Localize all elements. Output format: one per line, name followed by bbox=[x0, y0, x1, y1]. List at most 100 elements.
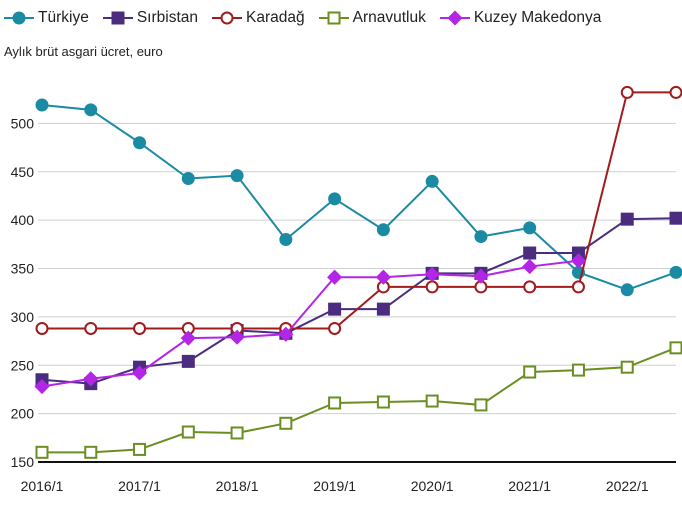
data-point bbox=[327, 11, 341, 25]
data-point bbox=[376, 302, 390, 316]
data-point bbox=[230, 169, 244, 183]
data-point bbox=[523, 221, 537, 235]
legend-item: Kuzey Makedonya bbox=[439, 9, 602, 27]
legend-marker-icon bbox=[4, 11, 34, 25]
data-point bbox=[34, 378, 50, 395]
data-point bbox=[328, 321, 342, 335]
data-point bbox=[620, 212, 634, 226]
data-point bbox=[229, 329, 245, 345]
data-point bbox=[279, 232, 293, 246]
legend-marker-icon bbox=[439, 10, 470, 26]
data-point bbox=[328, 396, 342, 410]
series-0 bbox=[35, 98, 682, 297]
x-tick-label: 2020/1 bbox=[411, 478, 454, 494]
legend-marker-icon bbox=[318, 11, 349, 25]
data-point bbox=[424, 266, 440, 282]
legend-item: Arnavutluk bbox=[318, 9, 426, 27]
data-point bbox=[180, 330, 196, 346]
data-point bbox=[669, 211, 682, 225]
series-line bbox=[42, 346, 677, 454]
y-tick-label: 300 bbox=[11, 309, 35, 325]
data-point bbox=[133, 321, 147, 335]
data-point bbox=[83, 371, 99, 387]
y-tick-label: 150 bbox=[11, 454, 35, 470]
legend-label: Arnavutluk bbox=[352, 9, 426, 26]
data-point bbox=[133, 136, 147, 150]
data-point bbox=[12, 11, 26, 25]
data-point bbox=[473, 268, 489, 284]
data-point bbox=[278, 326, 294, 342]
data-point bbox=[425, 174, 439, 188]
y-tick-label: 500 bbox=[11, 115, 35, 131]
series-3 bbox=[35, 341, 682, 459]
data-point bbox=[620, 85, 634, 99]
legend-label: Sırbistan bbox=[136, 9, 198, 26]
data-point bbox=[84, 103, 98, 117]
data-point bbox=[220, 11, 234, 25]
data-point bbox=[620, 283, 634, 297]
y-tick-label: 450 bbox=[11, 164, 35, 180]
x-tick-label: 2018/1 bbox=[216, 478, 259, 494]
data-point bbox=[620, 360, 634, 374]
data-point bbox=[375, 269, 391, 285]
data-point bbox=[669, 85, 682, 99]
y-tick-label: 350 bbox=[11, 261, 35, 277]
x-tick-label: 2022/1 bbox=[606, 478, 649, 494]
data-point bbox=[131, 365, 148, 381]
legend-item: Sırbistan bbox=[102, 9, 198, 27]
data-point bbox=[328, 302, 342, 316]
series-line bbox=[41, 259, 579, 388]
legend-item: Türkiye bbox=[4, 9, 89, 27]
y-axis-label: Aylık brüt asgari ücret, euro bbox=[4, 44, 163, 59]
data-point bbox=[84, 321, 98, 335]
data-point bbox=[35, 445, 49, 459]
x-tick-label: 2021/1 bbox=[508, 478, 551, 494]
legend-label: Kuzey Makedonya bbox=[473, 9, 602, 26]
series-line bbox=[41, 103, 677, 291]
legend-marker-icon bbox=[212, 11, 242, 25]
data-point bbox=[523, 280, 537, 294]
data-point bbox=[522, 259, 538, 275]
data-point bbox=[571, 363, 585, 377]
y-tick-label: 400 bbox=[11, 212, 35, 228]
data-point bbox=[35, 98, 49, 112]
data-point bbox=[669, 341, 682, 355]
data-point bbox=[376, 223, 390, 237]
data-point bbox=[447, 10, 463, 26]
series-line bbox=[41, 217, 677, 385]
data-point bbox=[133, 442, 147, 456]
data-point bbox=[474, 398, 488, 412]
series-line bbox=[42, 91, 676, 330]
data-point bbox=[230, 426, 244, 440]
data-point bbox=[327, 269, 343, 285]
series-2 bbox=[35, 85, 682, 335]
data-point bbox=[425, 394, 439, 408]
data-point bbox=[181, 354, 195, 368]
legend-marker-icon bbox=[102, 11, 133, 25]
y-tick-label: 250 bbox=[11, 357, 35, 373]
y-tick-label: 200 bbox=[11, 406, 35, 422]
data-point bbox=[425, 280, 439, 294]
data-point bbox=[523, 246, 537, 260]
chart-legend: Türkiye Sırbistan Karadağ Arnavutluk Kuzey M… bbox=[4, 6, 615, 30]
data-point bbox=[571, 280, 585, 294]
data-point bbox=[474, 230, 488, 244]
data-point bbox=[328, 192, 342, 206]
x-tick-label: 2016/1 bbox=[21, 478, 64, 494]
data-point bbox=[35, 321, 49, 335]
data-point bbox=[669, 265, 682, 279]
x-tick-label: 2019/1 bbox=[313, 478, 356, 494]
data-point bbox=[111, 11, 125, 25]
x-tick-label: 2017/1 bbox=[118, 478, 161, 494]
series-1 bbox=[35, 211, 682, 391]
legend-label: Karadağ bbox=[246, 9, 305, 26]
data-point bbox=[181, 425, 195, 439]
data-point bbox=[181, 172, 195, 186]
data-point bbox=[279, 416, 293, 430]
legend-label: Türkiye bbox=[38, 9, 89, 26]
data-point bbox=[523, 365, 537, 379]
data-point bbox=[376, 395, 390, 409]
data-point bbox=[84, 445, 98, 459]
series-4 bbox=[34, 253, 587, 395]
